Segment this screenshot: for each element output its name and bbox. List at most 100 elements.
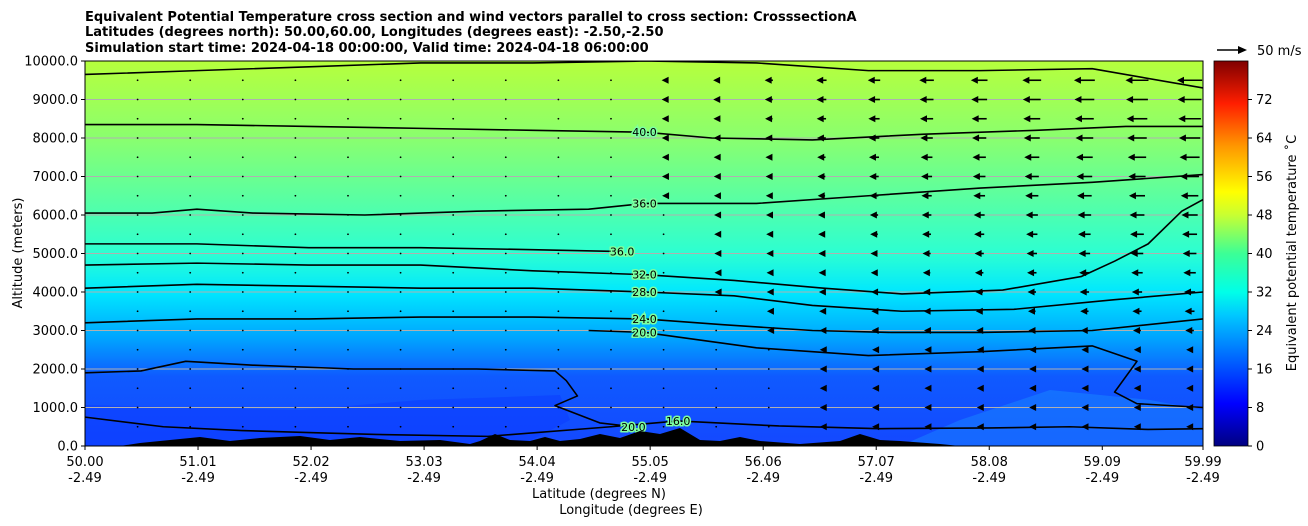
- wind-vector-dot: [241, 425, 244, 428]
- wind-vector-head: [714, 230, 722, 238]
- wind-vector-dot: [294, 271, 297, 274]
- wind-vector-dot: [452, 252, 455, 255]
- wind-vector-dot: [452, 117, 455, 120]
- wind-vector-dot: [610, 252, 612, 255]
- wind-vector-head: [921, 173, 929, 180]
- wind-vector-head: [867, 76, 875, 84]
- contour-label: 36.0: [610, 246, 635, 259]
- wind-vector-head: [714, 211, 722, 219]
- wind-vector-dot: [610, 368, 612, 370]
- wind-vector-head: [1177, 96, 1185, 103]
- wind-vector-dot: [294, 406, 297, 409]
- wind-vector-dot: [241, 175, 244, 178]
- x-tick-label-lon: -2.49: [859, 471, 893, 486]
- colorbar-tick-label: 72: [1256, 93, 1273, 108]
- wind-vector-dot: [241, 348, 244, 351]
- wind-vector-dot: [715, 329, 718, 332]
- wind-vector-dot: [504, 194, 507, 197]
- wind-vector-head: [816, 96, 824, 103]
- wind-vector-head: [1081, 365, 1089, 373]
- wind-vector-head: [1129, 211, 1137, 219]
- wind-vector-head: [976, 365, 984, 373]
- wind-vector-dot: [662, 329, 665, 332]
- wind-vector-head: [1186, 346, 1194, 354]
- wind-vector-head: [1131, 288, 1139, 296]
- wind-vector-dot: [294, 117, 297, 120]
- colorbar-tick-label: 0: [1256, 440, 1264, 455]
- wind-vector-head: [1179, 153, 1187, 161]
- wind-vector-dot: [610, 310, 612, 313]
- wind-vector-dot: [557, 252, 560, 255]
- wind-vector-dot: [557, 98, 560, 101]
- wind-vector-head: [920, 134, 928, 142]
- wind-vector-head: [974, 230, 982, 238]
- x-tick-label-lat: 59.09: [1084, 455, 1121, 470]
- wind-vector-dot: [504, 425, 507, 428]
- wind-vector-dot: [294, 79, 297, 82]
- wind-vector-dot: [136, 98, 139, 101]
- wind-vector-dot: [136, 156, 139, 159]
- grid-lines: [85, 99, 1203, 408]
- wind-vector-head: [817, 153, 825, 161]
- wind-vector-dot: [399, 348, 402, 351]
- wind-vector-head: [923, 288, 931, 296]
- wind-vector-head: [1074, 115, 1082, 123]
- wind-vector-head: [1073, 76, 1081, 84]
- wind-vector-head: [713, 76, 721, 84]
- wind-vector-dot: [241, 156, 244, 159]
- wind-vector-head: [922, 250, 930, 257]
- colorbar-tick-label: 64: [1256, 132, 1273, 147]
- wind-vector-dot: [399, 233, 402, 236]
- wind-vector-head: [1029, 384, 1037, 392]
- wind-vector-dot: [452, 156, 455, 159]
- wind-vector-dot: [504, 348, 507, 351]
- wind-vector-head: [1133, 384, 1141, 392]
- wind-vector-head: [1077, 192, 1085, 200]
- wind-vector-head: [1023, 134, 1031, 142]
- wind-vector-dot: [610, 117, 612, 120]
- wind-vector-dot: [399, 137, 402, 139]
- colorbar-tick-label: 32: [1256, 286, 1273, 301]
- wind-vector-dot: [241, 291, 244, 293]
- contour-label: 28.0: [632, 286, 657, 299]
- wind-vector-head: [713, 153, 721, 161]
- wind-vector-head: [868, 96, 876, 103]
- chart-title: Equivalent Potential Temperature cross s…: [85, 10, 857, 56]
- x-axis-ticks: 50.00-2.4951.01-2.4952.02-2.4953.03-2.49…: [66, 446, 1222, 486]
- contour-line: [85, 173, 1203, 216]
- x-tick-label-lat: 59.99: [1184, 455, 1221, 470]
- wind-vector-dot: [452, 425, 455, 428]
- wind-vector-head: [1081, 384, 1089, 392]
- wind-vector-dot: [241, 79, 244, 82]
- wind-vector-dot: [347, 310, 349, 313]
- wind-vector-dot: [504, 156, 507, 159]
- contour-lines: 16.020.020.024.028.032.036.036.040.0: [85, 61, 1203, 438]
- title-line-2: Latitudes (degrees north): 50.00,60.00, …: [85, 25, 664, 40]
- wind-vector-dot: [557, 79, 560, 82]
- y-tick-label: 5000.0: [33, 247, 79, 262]
- wind-vector-dot: [347, 175, 349, 178]
- x-tick-label-lon: -2.49: [972, 471, 1006, 486]
- wind-vector-head: [764, 76, 772, 84]
- x-tick-label-lat: 58.08: [971, 455, 1008, 470]
- wind-vector-dot: [347, 233, 349, 236]
- wind-vector-dot: [347, 291, 349, 293]
- wind-vector-dot: [662, 233, 665, 236]
- wind-vector-dot: [662, 252, 665, 255]
- wind-vector-head: [971, 115, 979, 123]
- wind-vector-head: [973, 211, 981, 219]
- wind-vector-head: [922, 230, 930, 238]
- wind-vector-dot: [662, 214, 665, 216]
- wind-vector-head: [816, 76, 824, 84]
- wind-vector-dot: [189, 348, 192, 351]
- wind-vector-dot: [610, 348, 612, 351]
- wind-vector-dot: [399, 175, 402, 178]
- y-axis-ticks: 0.0 1000.0 2000.0 3000.0 4000.0 5000.0 6000.0 7…: [24, 55, 85, 455]
- wind-vector-head: [1022, 76, 1030, 84]
- y-tick-label: 7000.0: [33, 170, 79, 185]
- contour-line: [588, 329, 1203, 409]
- wind-vector-dot: [452, 194, 455, 197]
- x-tick-label-lat: 54.04: [519, 455, 556, 470]
- x-tick-label-lon: -2.49: [633, 471, 667, 486]
- wind-vector-dot: [399, 406, 402, 409]
